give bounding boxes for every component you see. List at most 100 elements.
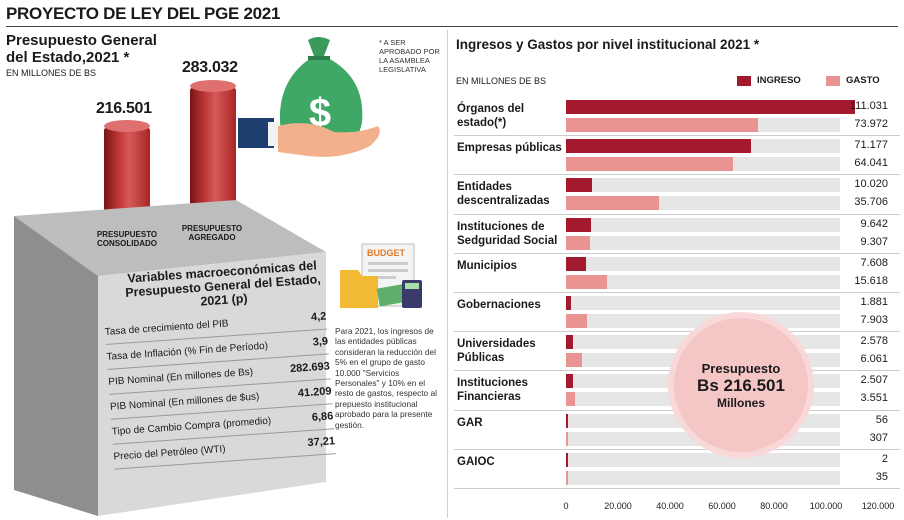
- macro-label: PIB Nominal (En millones de $us): [109, 390, 260, 413]
- row-divider: [454, 448, 900, 450]
- row-divider: [454, 488, 900, 489]
- row-divider: [454, 409, 900, 411]
- title-divider: [6, 26, 898, 27]
- macro-label: Tasa de Inflación (% Fin de Período): [106, 340, 269, 363]
- legend-label-ingreso: INGRESO: [757, 75, 801, 86]
- x-tick-label: 80.000: [760, 501, 788, 511]
- legend-label-gasto: GASTO: [846, 75, 880, 86]
- legend-swatch-ingreso: [737, 75, 751, 86]
- bar-gasto: [566, 118, 759, 132]
- bar-gasto: [566, 470, 568, 485]
- macro-value: 282.693: [289, 360, 331, 376]
- macro-value: 4,2: [310, 310, 327, 324]
- bar-ingreso: [566, 256, 586, 271]
- value-label-ingreso: 2.507: [860, 374, 888, 387]
- macro-value: 37,21: [307, 435, 336, 450]
- money-bag-illustration: $: [238, 37, 380, 157]
- folder-icon: [340, 270, 378, 308]
- category-label: Gobernaciones: [457, 299, 541, 311]
- bar-gasto: [566, 431, 568, 446]
- banknote-icon: [376, 283, 410, 307]
- bar-ingreso: [566, 452, 568, 467]
- chart-unit: EN MILLONES DE BS: [456, 76, 547, 86]
- row-divider: [454, 252, 900, 254]
- bar-track: [566, 470, 840, 485]
- dollar-sign: $: [309, 91, 331, 135]
- value-label-ingreso: 71.177: [854, 139, 888, 152]
- approval-note: * A SER APROBADO POR LA ASAMBLEA LEGISLA…: [379, 38, 440, 74]
- x-tick-label: 100.000: [809, 501, 843, 511]
- bar-track: [566, 256, 840, 271]
- value-label-ingreso: 1.881: [860, 296, 888, 308]
- panel-divider: [447, 30, 448, 518]
- macro-label: Precio del Petróleo (WTI): [113, 443, 226, 463]
- bar-ingreso: [566, 374, 573, 389]
- bar-gasto: [566, 274, 607, 289]
- bar-ingreso: [566, 296, 571, 310]
- macro-value: 3,9: [312, 335, 329, 349]
- legend-gasto: GASTO: [826, 75, 880, 86]
- value-label-gasto: 64.041: [854, 157, 888, 170]
- x-tick-label: 0: [563, 501, 569, 511]
- category-label: Entidades descentralizadas: [457, 181, 550, 208]
- bar-ingreso: [566, 413, 568, 428]
- value-label-gasto: 3.551: [860, 392, 888, 405]
- value-label-ingreso: 111.031: [849, 100, 888, 112]
- row-divider: [454, 135, 900, 137]
- base-block: [14, 200, 326, 516]
- x-tick-label: 20.000: [604, 501, 632, 511]
- chart-title: Ingresos y Gastos por nivel instituciona…: [456, 37, 760, 52]
- callout-line1: Presupuesto: [701, 360, 781, 376]
- bar-ingreso: [566, 217, 592, 232]
- hand-icon: [238, 118, 380, 157]
- bar-track: [566, 452, 840, 467]
- bar-track: [566, 217, 840, 232]
- bar-track: [566, 178, 840, 193]
- category-label: Municipios: [457, 259, 518, 272]
- bar-gasto: [566, 157, 733, 172]
- value-label-ingreso: 9.642: [860, 217, 888, 230]
- category-label: Instituciones Financieras: [457, 377, 528, 404]
- value-label-ingreso: 10.020: [854, 178, 888, 191]
- value-label-gasto: 35.706: [854, 196, 888, 209]
- macro-label: Tipo de Cambio Compra (promedio): [111, 415, 272, 438]
- value-label-gasto: 6.061: [860, 353, 888, 366]
- value-label-ingreso: 7.608: [860, 256, 888, 269]
- bar-ingreso: [566, 139, 752, 154]
- bar-track: [566, 274, 840, 289]
- callout-unit: Millones: [716, 395, 765, 410]
- x-tick-label: 40.000: [656, 501, 684, 511]
- bar-ingreso: [566, 335, 573, 350]
- callout-amount: Bs 216.501: [697, 375, 785, 395]
- legend-ingreso: INGRESO: [737, 75, 801, 86]
- budget-document-illustration: BUDGET: [340, 243, 422, 308]
- bar-track: [566, 235, 840, 250]
- column-label-consolidado: PRESUPUESTO CONSOLIDADO: [96, 230, 158, 248]
- bar-gasto: [566, 353, 582, 368]
- bar-gasto: [566, 392, 576, 407]
- macro-label: Tasa de crecimiento del PIB: [104, 317, 229, 338]
- category-label: GAIOC: [457, 455, 495, 468]
- bar-gasto: [566, 235, 591, 250]
- bar-gasto: [566, 314, 587, 328]
- category-label: Empresas públicas: [457, 142, 562, 155]
- column-label-agregado: PRESUPUESTO AGREGADO: [181, 224, 243, 242]
- row-divider: [454, 213, 900, 215]
- left-unit: EN MILLONES DE BS: [6, 68, 97, 78]
- value-label-gasto: 7.903: [860, 314, 888, 326]
- bar-ingreso: [566, 100, 855, 114]
- x-tick-label: 120.000: [861, 501, 895, 511]
- value-label-ingreso: 2: [881, 452, 888, 465]
- budget-label: BUDGET: [367, 248, 406, 258]
- value-label-gasto: 307: [869, 431, 888, 444]
- left-title: Presupuesto General del Estado,2021 *: [6, 32, 157, 66]
- value-label-ingreso: 56: [875, 413, 888, 426]
- row-divider: [454, 331, 900, 333]
- category-label: Órganos del estado(*): [457, 103, 525, 129]
- value-label-gasto: 35: [875, 470, 888, 483]
- value-label-gasto: 9.307: [860, 235, 888, 248]
- bar-ingreso: [566, 178, 593, 193]
- bar-track: [566, 296, 840, 310]
- column-value-consolidado: 216.501: [96, 100, 152, 117]
- legend-swatch-gasto: [826, 75, 840, 86]
